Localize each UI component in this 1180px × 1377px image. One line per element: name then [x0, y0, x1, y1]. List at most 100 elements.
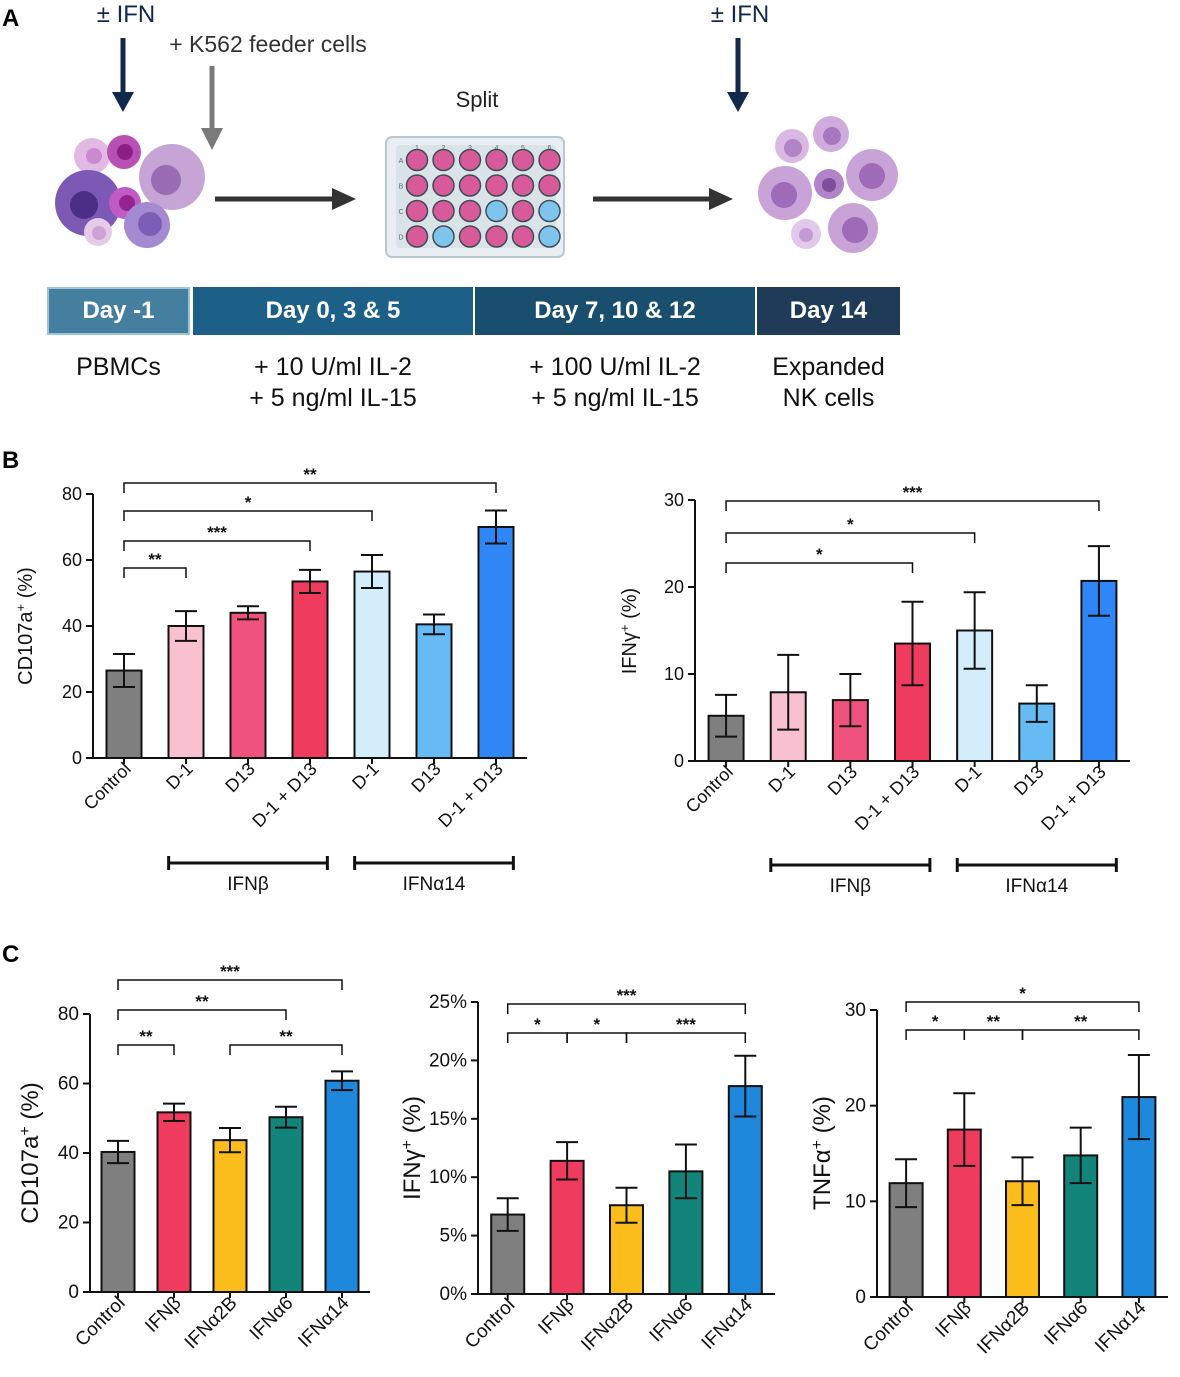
y-tick-label: 5% — [440, 1226, 468, 1247]
y-axis-label-sup: + — [13, 604, 28, 612]
significance-bracket — [905, 1001, 1140, 1012]
timeline-note-line: + 10 U/ml IL-2 — [254, 353, 412, 381]
bar — [229, 611, 267, 759]
y-tick-label: 60 — [58, 1074, 79, 1095]
y-tick-label: 25% — [429, 992, 467, 1013]
plate-well — [432, 199, 455, 223]
significance-bracket — [725, 562, 914, 573]
category-label: D-1 — [951, 762, 986, 797]
bar — [490, 1213, 526, 1296]
timeline-note-line: Expanded — [772, 353, 885, 381]
y-tick-label: 40 — [62, 616, 82, 636]
category-label: D-1 + D13 — [851, 762, 924, 835]
bar — [268, 1116, 304, 1294]
significance-bracket — [123, 482, 497, 493]
plate-well — [432, 174, 455, 197]
plate-col-label: 5 — [521, 145, 525, 152]
significance-bracket — [123, 567, 187, 578]
bar — [727, 1085, 763, 1295]
feeder-label: + K562 feeder cells — [169, 31, 367, 57]
category-label: IFNα14 — [294, 1292, 354, 1352]
y-tick-label: 15% — [429, 1109, 467, 1130]
y-axis-label-main: IFNγ — [619, 632, 641, 674]
plate-col-label: 1 — [415, 145, 419, 152]
bar — [1121, 1096, 1157, 1298]
panel-label-a: A — [2, 5, 19, 32]
y-tick-label: 10 — [664, 664, 684, 684]
significance-bracket — [229, 1044, 343, 1055]
y-tick-label: 0 — [68, 1282, 79, 1303]
y-tick-label: 0 — [855, 1287, 866, 1308]
bar — [894, 642, 931, 762]
category-label: IFNα2B — [181, 1293, 242, 1354]
bar — [549, 1159, 585, 1296]
plate-well — [485, 225, 508, 248]
plate-col-label: 2 — [442, 145, 446, 152]
bar — [668, 1170, 704, 1295]
plate-well — [538, 174, 561, 197]
category-label: IFNα6 — [246, 1293, 298, 1345]
significance-label: ** — [195, 992, 209, 1011]
y-axis-label-unit: (%) — [809, 1096, 836, 1140]
significance-label: *** — [617, 986, 637, 1005]
significance-label: ** — [987, 1012, 1001, 1031]
plate-well — [458, 199, 482, 223]
y-tick-label: 0% — [440, 1284, 468, 1305]
category-label: IFNα14 — [1091, 1297, 1151, 1357]
y-tick-label: 20 — [845, 1096, 866, 1117]
timeline-note-expanded: Expanded NK cells — [757, 352, 900, 414]
category-label: D13 — [221, 759, 258, 796]
y-axis-label-main: CD107a — [17, 1135, 44, 1224]
panel-label-c-wrap: C — [2, 941, 19, 968]
significance-label: * — [245, 493, 252, 512]
bar — [1063, 1154, 1099, 1298]
significance-bracket — [963, 1029, 1024, 1040]
schematic-panel-a: A ± IFN ± IFN + K562 feeder cells Split — [2, 1, 898, 258]
significance-label: ** — [303, 465, 317, 484]
plate-well — [538, 199, 561, 223]
significance-label: * — [534, 1015, 541, 1034]
significance-bracket — [905, 1029, 966, 1040]
bar — [212, 1139, 248, 1293]
significance-label: ** — [1074, 1012, 1088, 1031]
y-tick-label: 20 — [62, 682, 82, 702]
y-tick-label: 40 — [58, 1143, 79, 1164]
y-axis-label-unit: (%) — [399, 1096, 426, 1140]
y-axis-label: IFNγ+ (%) — [617, 588, 642, 674]
timeline-note-line: NK cells — [782, 384, 875, 412]
timeline-note-line: + 5 ng/ml IL-15 — [531, 384, 699, 412]
category-label: D-1 — [162, 759, 197, 794]
significance-bracket — [1021, 1029, 1140, 1040]
significance-label: *** — [903, 483, 923, 502]
timeline-day-7-10-12: Day 7, 10 & 12 — [475, 287, 755, 335]
significance-bracket — [725, 500, 1100, 511]
category-label: D-1 — [764, 762, 799, 797]
bar — [946, 1128, 982, 1299]
plate-col-label: 4 — [495, 145, 499, 152]
ifn-arrow-right-icon — [727, 38, 749, 112]
category-label: D-1 + D13 — [248, 759, 321, 832]
category-label: Control — [461, 1295, 519, 1353]
plate-well — [405, 148, 429, 172]
plate-well — [511, 174, 535, 197]
bar — [415, 623, 453, 759]
feeder-arrow-icon — [201, 66, 223, 150]
significance-bracket — [123, 510, 373, 521]
timeline-note-line: + 5 ng/ml IL-15 — [249, 384, 417, 412]
flow-arrow-2-icon — [593, 188, 733, 210]
category-label: Control — [682, 762, 737, 817]
panel-label-c: C — [2, 941, 19, 968]
y-axis-label-sup: + — [809, 1140, 826, 1149]
category-label: D-1 + D13 — [1037, 762, 1110, 835]
y-axis-label-sup: + — [17, 1126, 34, 1135]
y-axis-label: CD107a+ (%) — [13, 567, 38, 685]
bar — [1080, 579, 1118, 762]
significance-label: * — [816, 545, 823, 564]
plate-row-label: A — [399, 158, 404, 165]
y-axis-label-sup: + — [617, 624, 632, 632]
significance-label: * — [1019, 984, 1026, 1003]
timeline-day-14: Day 14 — [757, 287, 900, 335]
category-label: Control — [71, 1293, 129, 1351]
category-label: IFNα6 — [646, 1295, 698, 1347]
